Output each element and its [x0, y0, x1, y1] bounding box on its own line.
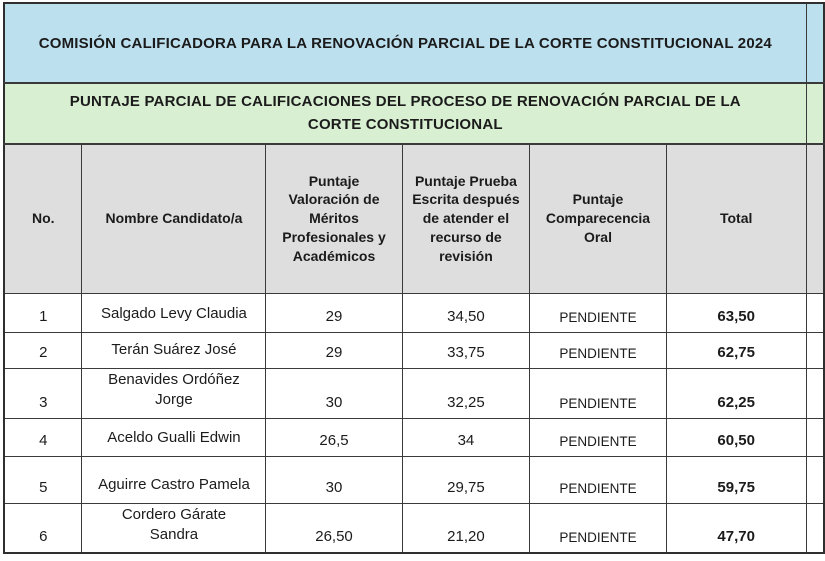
cell-escrita: 34,50	[401, 292, 531, 333]
cell-escrita: 29,75	[401, 455, 531, 504]
cell-overflow	[805, 292, 825, 333]
candidate-row: 3 Benavides Ordóñez Jorge 30 32,25 PENDI…	[3, 367, 825, 419]
cell-no: 6	[3, 502, 83, 554]
cell-nombre: Aceldo Gualli Edwin	[81, 417, 267, 457]
column-header-meritos-label: Puntaje Valoración de Méritos Profesiona…	[282, 172, 386, 265]
cell-no: 4	[3, 417, 83, 457]
table-body: 1 Salgado Levy Claudia 29 34,50 PENDIENT…	[3, 292, 825, 554]
candidate-row: 2 Terán Suárez José 29 33,75 PENDIENTE 6…	[3, 331, 825, 369]
cell-total: 47,70	[665, 502, 807, 554]
column-header-oral-label: Puntaje Comparecencia Oral	[545, 191, 651, 246]
sub-banner-row: PUNTAJE PARCIAL DE CALIFICACIONES DEL PR…	[3, 82, 825, 145]
candidate-name: Cordero Gárate Sandra	[121, 505, 227, 543]
cell-oral: PENDIENTE	[529, 502, 667, 554]
column-header-overflow-cell	[805, 143, 825, 294]
main-banner-title: COMISIÓN CALIFICADORA PARA LA RENOVACIÓN…	[3, 2, 807, 84]
cell-meritos: 29	[265, 331, 403, 369]
cell-nombre: Benavides Ordóñez Jorge	[81, 367, 267, 419]
column-header-oral: Puntaje Comparecencia Oral	[529, 143, 667, 294]
column-header-row: No. Nombre Candidato/a Puntaje Valoració…	[3, 143, 825, 294]
column-header-no: No.	[3, 143, 83, 294]
candidate-name: Aguirre Castro Pamela	[98, 476, 250, 494]
cell-escrita: 21,20	[401, 502, 531, 554]
cell-no: 2	[3, 331, 83, 369]
cell-no: 1	[3, 292, 83, 333]
column-header-no-label: No.	[31, 210, 55, 227]
column-header-escrita: Puntaje Prueba Escrita después de atende…	[401, 143, 531, 294]
candidate-row: 6 Cordero Gárate Sandra 26,50 21,20 PEND…	[3, 502, 825, 554]
cell-overflow	[805, 331, 825, 369]
candidate-row: 5 Aguirre Castro Pamela 30 29,75 PENDIEN…	[3, 455, 825, 504]
candidate-row: 1 Salgado Levy Claudia 29 34,50 PENDIENT…	[3, 292, 825, 333]
column-header-total-label: Total	[719, 210, 753, 227]
cell-no: 3	[3, 367, 83, 419]
cell-overflow	[805, 502, 825, 554]
sub-banner-title: PUNTAJE PARCIAL DE CALIFICACIONES DEL PR…	[69, 93, 741, 133]
main-banner-overflow-cell	[805, 2, 825, 84]
cell-overflow	[805, 455, 825, 504]
candidate-name: Benavides Ordóñez Jorge	[108, 371, 240, 409]
cell-oral: PENDIENTE	[529, 331, 667, 369]
cell-total: 63,50	[665, 292, 807, 333]
score-table: COMISIÓN CALIFICADORA PARA LA RENOVACIÓN…	[3, 2, 825, 554]
candidate-name: Terán Suárez José	[111, 341, 237, 359]
table-head: COMISIÓN CALIFICADORA PARA LA RENOVACIÓN…	[3, 2, 825, 294]
cell-oral: PENDIENTE	[529, 367, 667, 419]
cell-meritos: 29	[265, 292, 403, 333]
cell-escrita: 33,75	[401, 331, 531, 369]
cell-total: 60,50	[665, 417, 807, 457]
cell-no: 5	[3, 455, 83, 504]
candidate-row: 4 Aceldo Gualli Edwin 26,5 34 PENDIENTE …	[3, 417, 825, 457]
candidate-name: Salgado Levy Claudia	[100, 305, 247, 323]
column-header-total: Total	[665, 143, 807, 294]
cell-total: 62,25	[665, 367, 807, 419]
main-banner-row: COMISIÓN CALIFICADORA PARA LA RENOVACIÓN…	[3, 2, 825, 84]
cell-nombre: Salgado Levy Claudia	[81, 292, 267, 333]
cell-total: 59,75	[665, 455, 807, 504]
column-header-escrita-label: Puntaje Prueba Escrita después de atende…	[412, 172, 520, 265]
sub-banner-title-cell: PUNTAJE PARCIAL DE CALIFICACIONES DEL PR…	[3, 82, 807, 145]
cell-meritos: 26,5	[265, 417, 403, 457]
candidate-name: Aceldo Gualli Edwin	[107, 429, 241, 447]
cell-nombre: Aguirre Castro Pamela	[81, 455, 267, 504]
cell-oral: PENDIENTE	[529, 292, 667, 333]
cell-overflow	[805, 367, 825, 419]
cell-overflow	[805, 417, 825, 457]
cell-meritos: 30	[265, 455, 403, 504]
sub-banner-overflow-cell	[805, 82, 825, 145]
cell-nombre: Cordero Gárate Sandra	[81, 502, 267, 554]
cell-total: 62,75	[665, 331, 807, 369]
cell-escrita: 32,25	[401, 367, 531, 419]
cell-oral: PENDIENTE	[529, 417, 667, 457]
column-header-nombre: Nombre Candidato/a	[81, 143, 267, 294]
cell-meritos: 30	[265, 367, 403, 419]
column-header-nombre-label: Nombre Candidato/a	[105, 210, 243, 227]
cell-meritos: 26,50	[265, 502, 403, 554]
column-header-meritos: Puntaje Valoración de Méritos Profesiona…	[265, 143, 403, 294]
cell-nombre: Terán Suárez José	[81, 331, 267, 369]
cell-escrita: 34	[401, 417, 531, 457]
cell-oral: PENDIENTE	[529, 455, 667, 504]
